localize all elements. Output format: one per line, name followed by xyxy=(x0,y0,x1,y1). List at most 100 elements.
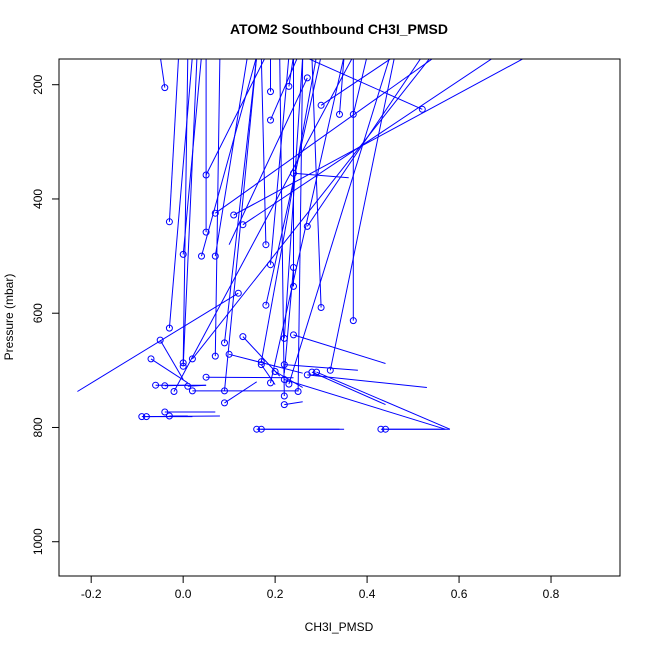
y-tick-label: 600 xyxy=(31,303,45,323)
data-point xyxy=(239,333,247,341)
data-point xyxy=(152,381,160,389)
data-point xyxy=(294,388,302,395)
series-line xyxy=(192,59,430,360)
series-line xyxy=(329,59,395,371)
x-tick-label: 0.8 xyxy=(543,587,560,601)
series-line xyxy=(206,376,294,379)
series-line xyxy=(260,59,267,245)
data-point xyxy=(225,350,233,358)
data-point xyxy=(377,425,385,433)
data-point xyxy=(257,425,265,433)
data-point xyxy=(170,388,178,395)
series-line xyxy=(224,381,257,404)
series-line xyxy=(284,364,358,371)
data-point xyxy=(267,116,274,124)
series-line xyxy=(284,379,446,430)
x-tick-label: 0.4 xyxy=(359,587,376,601)
data-point xyxy=(221,339,228,347)
data-point xyxy=(161,382,169,390)
y-axis: 200 400 600 800 1000 xyxy=(31,74,60,555)
series-line xyxy=(224,59,257,343)
y-tick-label: 400 xyxy=(31,189,45,209)
data-point xyxy=(165,324,173,332)
series-line xyxy=(316,371,451,430)
series-line xyxy=(150,358,189,384)
series-line xyxy=(311,59,322,308)
data-point xyxy=(290,282,297,290)
series-line xyxy=(233,59,524,216)
series-line xyxy=(173,59,353,392)
data-point xyxy=(267,379,274,387)
series-line xyxy=(311,371,386,406)
series-line xyxy=(164,384,188,387)
data-point xyxy=(253,425,261,433)
data-point xyxy=(156,336,164,344)
x-tick-label: -0.2 xyxy=(81,587,102,601)
data-point xyxy=(202,228,210,236)
x-tick-label: 0.0 xyxy=(175,587,192,601)
series-line xyxy=(201,59,257,257)
data-point xyxy=(198,252,205,260)
data-point xyxy=(418,105,426,113)
series-line xyxy=(265,59,321,306)
data-point xyxy=(138,413,146,421)
y-axis-label: Pressure (mbar) xyxy=(2,274,16,361)
plot-area xyxy=(77,59,524,433)
data-point xyxy=(267,88,274,96)
data-point xyxy=(147,355,155,363)
data-point xyxy=(165,412,173,420)
y-tick-label: 200 xyxy=(31,74,45,94)
series-line xyxy=(182,59,189,363)
data-point xyxy=(221,399,228,407)
series-line xyxy=(228,77,308,245)
series-line xyxy=(205,59,266,176)
data-point xyxy=(230,211,238,219)
data-point xyxy=(349,317,357,325)
data-point xyxy=(234,289,242,297)
series-line xyxy=(182,59,198,367)
series-line xyxy=(214,59,221,357)
data-point xyxy=(262,301,270,309)
x-tick-label: 0.2 xyxy=(267,587,284,601)
series-line xyxy=(214,59,248,257)
data-point xyxy=(280,401,288,409)
data-point xyxy=(317,101,325,109)
series-line xyxy=(288,59,390,385)
data-point xyxy=(313,368,320,376)
plot-frame xyxy=(58,58,621,577)
series-line xyxy=(168,59,179,222)
data-point xyxy=(303,74,311,82)
data-point xyxy=(262,241,270,249)
data-point xyxy=(280,392,288,400)
data-point xyxy=(142,413,150,421)
series-line xyxy=(283,59,304,339)
series-line xyxy=(242,59,493,226)
series-line xyxy=(307,374,427,388)
y-tick-label: 800 xyxy=(31,417,45,437)
data-point xyxy=(211,209,219,217)
series-line xyxy=(228,353,303,374)
series-line xyxy=(260,59,317,362)
series-line xyxy=(270,59,344,384)
series-line xyxy=(352,59,367,115)
series-line xyxy=(320,59,392,106)
y-tick-label: 1000 xyxy=(31,528,45,555)
x-axis-label: CH3I_PMSD xyxy=(305,620,374,634)
data-point xyxy=(165,218,173,226)
data-point xyxy=(280,334,288,342)
data-point xyxy=(326,366,334,374)
series-line xyxy=(270,59,290,265)
series-line xyxy=(293,334,386,364)
data-point xyxy=(188,355,196,363)
series-line xyxy=(279,59,285,397)
data-point xyxy=(271,368,279,375)
chart-title: ATOM2 Southbound CH3I_PMSD xyxy=(230,21,448,37)
data-point xyxy=(202,373,210,381)
series-line xyxy=(283,267,294,374)
series-line xyxy=(215,59,433,214)
data-point xyxy=(179,250,187,258)
data-point xyxy=(161,84,169,92)
series-line xyxy=(307,59,423,110)
series-line xyxy=(293,172,349,179)
